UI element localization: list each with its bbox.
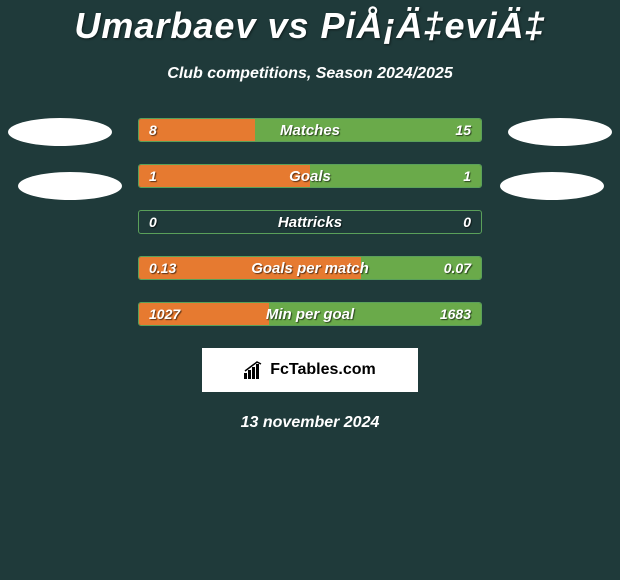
subtitle: Club competitions, Season 2024/2025: [0, 65, 620, 83]
team-right-logo-placeholder: [500, 172, 604, 200]
stat-label: Matches: [139, 119, 481, 141]
stat-bar: 815Matches: [138, 118, 482, 142]
stat-bar: 00Hattricks: [138, 210, 482, 234]
stat-bar: 0.130.07Goals per match: [138, 256, 482, 280]
brand-box[interactable]: FcTables.com: [202, 348, 418, 392]
stat-bar: 11Goals: [138, 164, 482, 188]
comparison-widget: Umarbaev vs PiÅ¡Ä‡eviÄ‡ Club competition…: [0, 0, 620, 432]
footer-date: 13 november 2024: [0, 414, 620, 432]
page-title: Umarbaev vs PiÅ¡Ä‡eviÄ‡: [0, 5, 620, 47]
brand-text: FcTables.com: [270, 361, 376, 379]
stats-area: 815Matches 11Goals 00Hattricks 0.130.07Goal…: [0, 118, 620, 326]
player-right-avatar-placeholder: [508, 118, 612, 146]
brand-chart-icon: [244, 361, 264, 379]
stat-label: Goals: [139, 165, 481, 187]
stat-bar: 10271683Min per goal: [138, 302, 482, 326]
player-left-avatar-placeholder: [8, 118, 112, 146]
team-left-logo-placeholder: [18, 172, 122, 200]
stat-label: Goals per match: [139, 257, 481, 279]
stat-label: Min per goal: [139, 303, 481, 325]
stat-label: Hattricks: [139, 211, 481, 233]
stat-bars: 815Matches 11Goals 00Hattricks 0.130.07Goal…: [138, 118, 482, 326]
